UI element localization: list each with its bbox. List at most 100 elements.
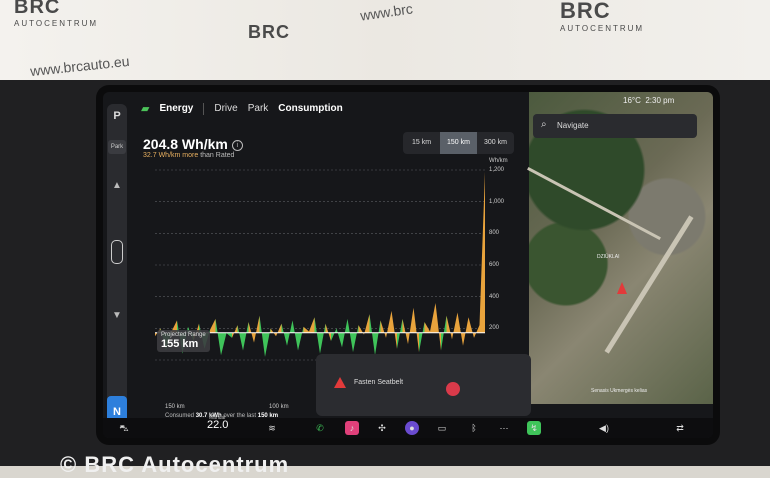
- consumption-area-below: [369, 314, 375, 356]
- consumption-area-below: [397, 318, 403, 349]
- consumption-area-above: [457, 312, 463, 346]
- consumption-area-below: [221, 332, 227, 356]
- seat-heater-icon[interactable]: ≋: [268, 423, 276, 433]
- consumption-area-below: [314, 317, 320, 354]
- avg-consumption: 204.8 Wh/km i: [143, 136, 243, 152]
- consumption-area-above: [391, 310, 397, 349]
- seatbelt-alert: Fasten Seatbelt: [316, 354, 531, 416]
- consumption-area-above: [232, 325, 238, 338]
- watermark-text: © BRC Autocentrum: [60, 452, 290, 477]
- dealer-url: www.brcauto.eu: [29, 52, 131, 80]
- info-icon[interactable]: i: [231, 139, 243, 151]
- consumption-area-below: [331, 328, 337, 341]
- consumption-area-below: [259, 315, 265, 357]
- touchscreen: P Park ▲ ▼ N ▰ Energy Drive Park Consump…: [103, 92, 713, 438]
- range-150km[interactable]: 150 km: [440, 132, 477, 154]
- tab-divider: [203, 102, 205, 115]
- consumption-area-above: [303, 326, 309, 333]
- brand-logo: BRC AUTOCENTRUM: [14, 0, 99, 28]
- gear-p[interactable]: P: [113, 110, 121, 122]
- fan-icon[interactable]: ✣: [378, 423, 386, 433]
- y-tick-label: 600: [489, 262, 500, 268]
- consumption-chart: [155, 169, 485, 361]
- navigate-search[interactable]: ⌕ Navigate: [533, 114, 697, 138]
- consumption-area-above: [309, 317, 315, 333]
- consumption-area-above: [479, 171, 485, 333]
- consumption-area-above: [452, 312, 458, 340]
- brand-logo-3: BRC AUTOCENTRUM: [560, 0, 645, 33]
- range-15km[interactable]: 15 km: [411, 139, 432, 146]
- brand-logo-2: BRC: [248, 22, 290, 42]
- arrow-up-icon: ▲: [112, 180, 122, 191]
- consumption-area-above: [408, 307, 414, 345]
- tab-consumption[interactable]: Consumption: [278, 103, 343, 114]
- consumption-area-below: [336, 328, 342, 348]
- consumption-area-above: [430, 303, 436, 333]
- bluetooth-icon[interactable]: ᛒ: [471, 423, 477, 433]
- car-menu-icon[interactable]: ⛍: [119, 423, 129, 433]
- tab-drive[interactable]: Drive: [214, 103, 238, 114]
- y-tick-label: 400: [489, 293, 500, 300]
- consumption-area-below: [237, 325, 243, 351]
- phone-icon[interactable]: ✆: [316, 423, 324, 433]
- consumption-area-above: [270, 328, 276, 337]
- x-tick-start: 150 km: [165, 404, 185, 410]
- warning-icon: [334, 377, 346, 388]
- consumption-area-below: [320, 323, 326, 354]
- location-arrow-icon: [617, 282, 627, 294]
- map-town-label: DZIŪKLAI: [597, 254, 620, 260]
- range-300km[interactable]: 300 km: [484, 139, 507, 146]
- y-axis-label: Wh/km: [489, 158, 508, 164]
- status-bar: 16°C 2:30 pm: [623, 96, 675, 105]
- projected-range: Projected Range 155 km: [157, 330, 210, 352]
- dealer-url-2: www.brc: [359, 0, 414, 24]
- cabin-temperature[interactable]: Manual 22.0: [207, 415, 229, 431]
- y-tick-label: 1,000: [489, 198, 505, 205]
- consumed-summary: Consumed 30.7 kWh over the last 150 km: [165, 413, 279, 419]
- consumption-area-above: [474, 325, 480, 338]
- x-tick-mid: 100 km: [269, 404, 289, 410]
- y-tick-label: 800: [489, 230, 500, 237]
- y-tick-label: 1,200: [489, 167, 505, 173]
- energy-app-icon[interactable]: ↯: [527, 421, 541, 435]
- consumption-area-above: [254, 315, 260, 343]
- dashcam-icon[interactable]: ▭: [437, 423, 447, 433]
- energy-panel: ▰ Energy Drive Park Consumption 204.8 Wh…: [133, 92, 529, 419]
- energy-tabs: ▰ Energy Drive Park Consumption: [141, 102, 343, 115]
- consumption-area-above: [386, 310, 392, 338]
- more-apps-icon[interactable]: ⋯: [499, 423, 509, 433]
- consumption-area-below: [419, 322, 425, 353]
- consumption-area-below: [226, 332, 232, 338]
- consumption-area-above: [210, 318, 216, 333]
- map-view[interactable]: [527, 92, 713, 404]
- swap-icon[interactable]: ⇄: [676, 423, 684, 433]
- consumption-area-below: [353, 325, 359, 353]
- park-button[interactable]: Park: [108, 140, 126, 154]
- consumption-area-below: [298, 326, 304, 351]
- consumption-area-above: [171, 320, 177, 333]
- consumption-area-below: [243, 322, 249, 351]
- camera-icon[interactable]: ●: [405, 421, 419, 435]
- consumption-area-below: [292, 320, 298, 351]
- consumption-area-above: [424, 322, 430, 333]
- consumption-area-below: [265, 328, 271, 357]
- tab-energy[interactable]: Energy: [159, 103, 194, 114]
- consumption-area-above: [380, 320, 386, 338]
- gear-selector[interactable]: P Park ▲ ▼ N: [107, 104, 127, 430]
- consumption-area-above: [446, 315, 452, 340]
- consumption-area-above: [364, 314, 370, 335]
- consumption-area-above: [402, 318, 408, 345]
- consumption-area-above: [325, 323, 331, 341]
- consumption-area-above: [435, 303, 441, 351]
- map-street-label: Senasis Ukmergės kelias: [591, 388, 648, 394]
- consumption-diff: 32.7 Wh/km more than Rated: [143, 152, 235, 159]
- consumption-area-below: [375, 320, 381, 356]
- consumption-area-above: [413, 307, 419, 353]
- consumption-area-below: [281, 323, 287, 346]
- tab-park[interactable]: Park: [247, 103, 269, 114]
- volume-icon[interactable]: ◀): [599, 423, 609, 433]
- music-icon[interactable]: ♪: [345, 421, 359, 435]
- y-tick-label: 200: [489, 325, 500, 332]
- consumption-area-above: [463, 317, 469, 346]
- dealer-banner: BRC AUTOCENTRUM BRC BRC AUTOCENTRUM www.br…: [0, 0, 770, 82]
